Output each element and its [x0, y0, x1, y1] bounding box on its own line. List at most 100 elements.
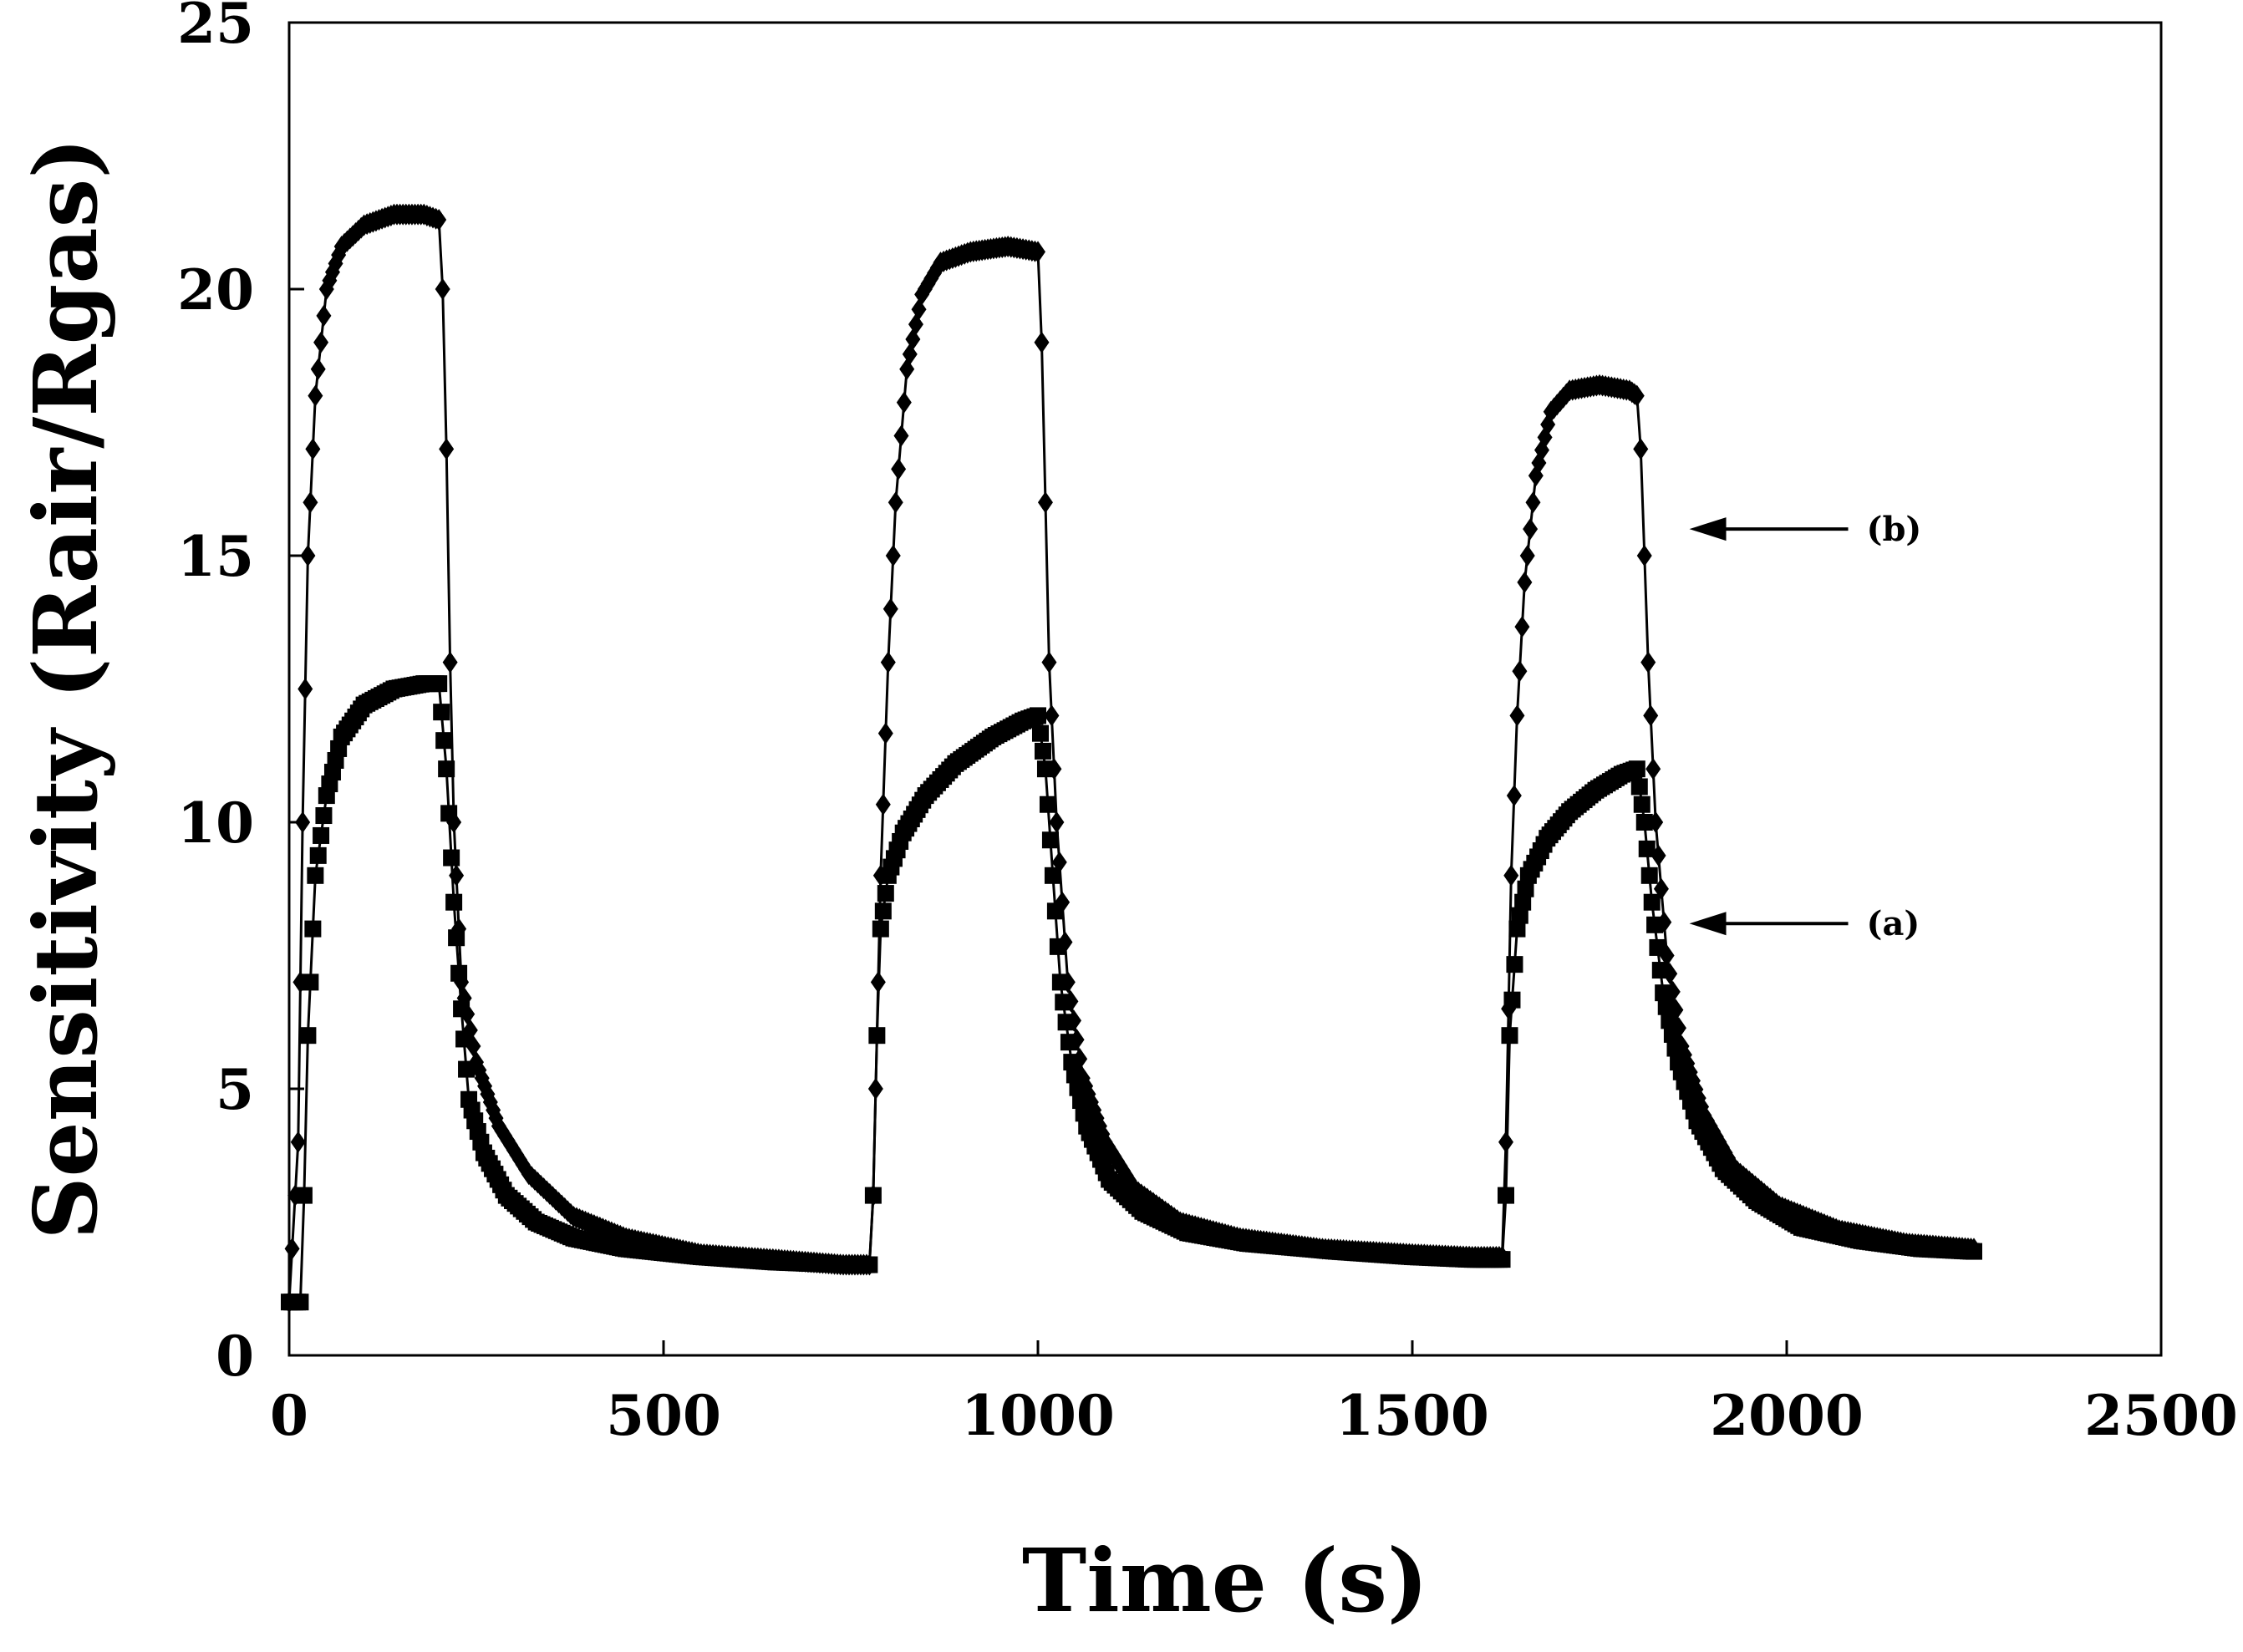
- data-point: [430, 675, 448, 693]
- data-point: [454, 971, 470, 994]
- data-point: [290, 1131, 306, 1153]
- data-point: [1645, 758, 1661, 780]
- data-point: [1649, 938, 1666, 956]
- data-point: [310, 358, 326, 380]
- data-point: [862, 1253, 877, 1276]
- data-point: [308, 384, 323, 407]
- data-point: [304, 920, 322, 938]
- data-point: [1638, 840, 1656, 857]
- data-point: [298, 678, 313, 700]
- data-point: [292, 1294, 309, 1311]
- data-point: [313, 331, 329, 353]
- annotation-label: (a): [1867, 904, 1920, 943]
- data-point: [435, 278, 450, 300]
- data-point: [1668, 999, 1684, 1021]
- annotation-label: (b): [1867, 510, 1922, 549]
- data-point: [1034, 742, 1051, 760]
- data-point: [443, 849, 460, 867]
- data-point: [1037, 491, 1053, 514]
- data-point: [442, 651, 458, 674]
- data-point: [875, 793, 891, 816]
- data-point: [445, 893, 463, 911]
- data-point: [1633, 438, 1649, 460]
- series-layer: [281, 203, 1982, 1314]
- data-point: [1030, 707, 1046, 724]
- data-point: [1509, 704, 1525, 727]
- data-point: [316, 304, 332, 327]
- data-point: [1629, 384, 1645, 407]
- y-tick-label: 0: [216, 1324, 254, 1389]
- data-point: [295, 811, 311, 833]
- data-point: [456, 987, 472, 1009]
- data-point: [1633, 796, 1650, 813]
- data-point: [874, 902, 892, 920]
- data-point: [1519, 545, 1535, 567]
- data-point: [465, 1034, 481, 1057]
- data-point: [458, 1060, 476, 1078]
- data-point: [885, 545, 901, 567]
- data-point: [891, 458, 907, 480]
- data-point: [896, 391, 912, 414]
- data-point: [1511, 907, 1528, 924]
- data-point: [1044, 704, 1060, 727]
- data-point: [1069, 1029, 1085, 1051]
- data-point: [438, 760, 455, 778]
- data-point: [309, 846, 327, 864]
- series-b: [282, 203, 1981, 1314]
- y-tick-labels: 0 5 10 15 20 25: [177, 0, 254, 1389]
- annotation-a: (a): [1689, 904, 1920, 943]
- data-point: [299, 1027, 317, 1045]
- data-point: [1640, 867, 1658, 884]
- annotations: (b) (a): [1689, 510, 1922, 943]
- data-point: [1525, 491, 1541, 514]
- data-point: [1656, 911, 1672, 933]
- annotation-b: (b): [1689, 510, 1922, 549]
- data-point: [1648, 811, 1664, 833]
- y-axis-title: Sensitivity (Rair/Rgas): [14, 137, 117, 1239]
- data-point: [446, 811, 462, 833]
- data-point: [449, 864, 465, 887]
- x-tick-labels: 0 500 1000 1500 2000 2500: [270, 1383, 2238, 1448]
- x-tick-label: 2500: [2084, 1383, 2238, 1448]
- data-point: [303, 491, 318, 514]
- data-point: [1046, 758, 1062, 780]
- data-point: [1060, 971, 1076, 994]
- y-tick-label: 20: [177, 257, 254, 323]
- data-point: [1514, 616, 1530, 638]
- data-point: [1498, 1131, 1513, 1153]
- data-point: [1523, 518, 1539, 541]
- data-point: [431, 209, 447, 231]
- data-point: [1030, 241, 1045, 263]
- data-point: [292, 971, 308, 994]
- data-point: [460, 1003, 476, 1025]
- data-point: [1039, 796, 1056, 813]
- y-tick-label: 5: [216, 1057, 254, 1122]
- y-tick-label: 10: [177, 790, 254, 856]
- data-point: [1503, 864, 1519, 887]
- data-point: [302, 973, 319, 991]
- y-tick-label: 15: [177, 524, 254, 589]
- axis-ticks: [287, 21, 2163, 1357]
- data-point: [284, 1238, 300, 1260]
- data-point: [1643, 893, 1661, 911]
- data-point: [1508, 920, 1526, 938]
- x-tick-label: 1000: [961, 1383, 1115, 1448]
- series-a: [281, 675, 1982, 1311]
- data-point: [1630, 778, 1648, 796]
- data-point: [1514, 893, 1532, 911]
- data-point: [282, 1291, 297, 1314]
- data-point: [305, 438, 321, 460]
- data-point: [1655, 984, 1672, 1002]
- data-point: [870, 971, 886, 994]
- plot-frame: [287, 21, 2163, 1357]
- data-point: [1066, 1009, 1082, 1032]
- data-point: [1506, 785, 1522, 807]
- data-point: [1512, 660, 1528, 683]
- arrow-head: [1689, 517, 1727, 541]
- data-point: [1966, 1238, 1981, 1260]
- data-point: [1517, 571, 1533, 593]
- data-point: [1501, 998, 1517, 1020]
- data-point: [1640, 651, 1656, 674]
- data-point: [1055, 891, 1071, 913]
